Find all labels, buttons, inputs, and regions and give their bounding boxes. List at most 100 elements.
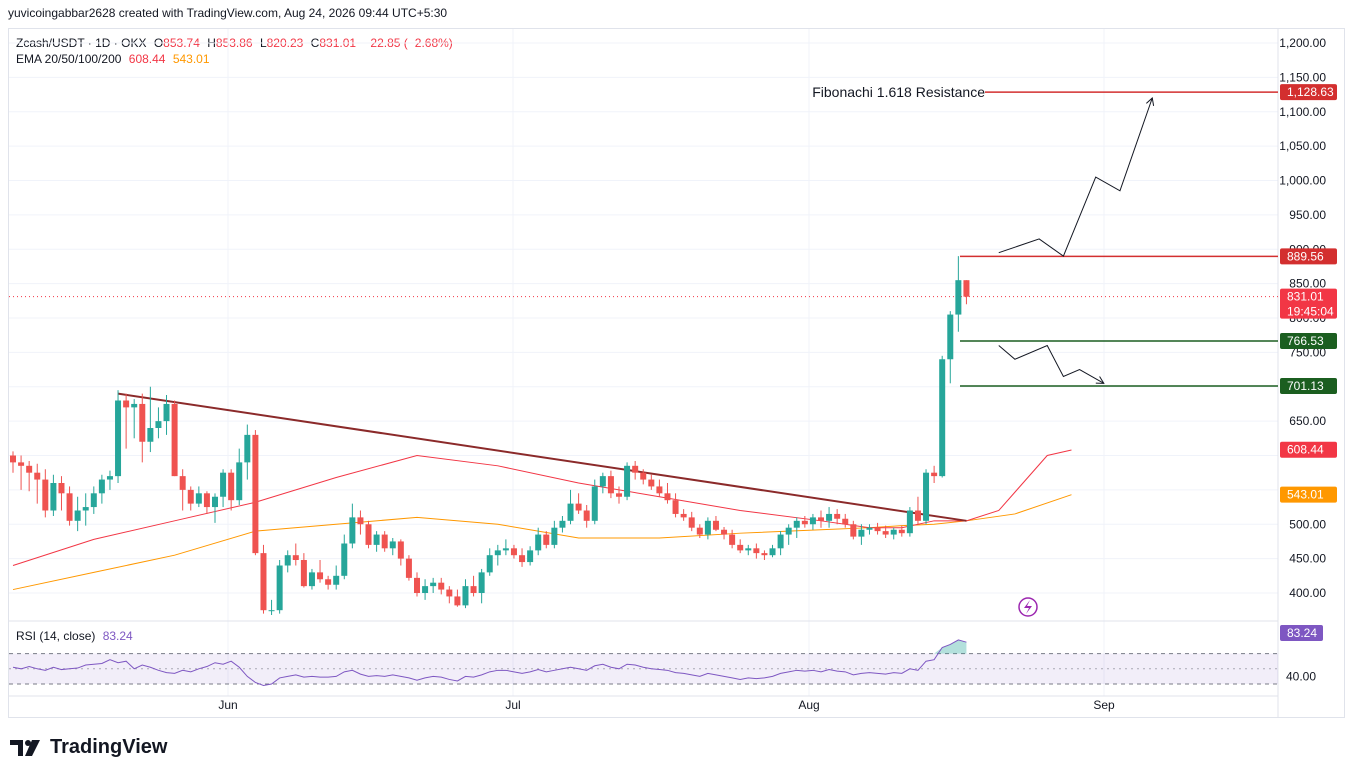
candle-body (333, 575, 340, 585)
y-tick-label: 400.00 (1289, 586, 1326, 600)
candle (236, 448, 243, 505)
candle (745, 544, 752, 556)
candle-body (939, 359, 946, 477)
candle (842, 513, 849, 528)
candle-body (656, 486, 663, 494)
badge-text: 889.56 (1287, 249, 1324, 263)
badge-bg (1280, 333, 1337, 350)
candle (325, 575, 332, 590)
candle-body (244, 434, 251, 463)
candle (478, 568, 485, 604)
candle (171, 400, 178, 477)
candle-body (422, 586, 429, 593)
candle-body (187, 489, 194, 504)
candle-body (955, 280, 962, 315)
candle-body (381, 534, 388, 549)
candle-body (74, 510, 81, 521)
candle-body (171, 403, 178, 477)
candle (688, 511, 695, 532)
candle-body (559, 520, 566, 528)
candle (10, 451, 16, 473)
candle-body (195, 493, 202, 504)
candle (575, 493, 582, 514)
candle (228, 469, 235, 511)
chart-frame (8, 28, 1345, 718)
candle-body (826, 513, 833, 521)
candlestick-series (10, 256, 970, 615)
candle (882, 525, 889, 538)
candle-body (147, 428, 154, 442)
candle-body (931, 472, 938, 477)
candle-body (704, 520, 711, 535)
candle (858, 524, 865, 545)
price-badge-ema50: 543.01 (1280, 486, 1337, 503)
candle-body (276, 565, 283, 611)
candle (147, 386, 154, 453)
bearish-projection-path[interactable] (998, 344, 1105, 384)
candle (510, 544, 517, 559)
descending-trendline[interactable] (117, 392, 967, 522)
candle-body (624, 465, 631, 497)
candle (212, 493, 218, 523)
tradingview-logo[interactable]: TradingView (10, 736, 167, 759)
candle (268, 599, 275, 615)
candle (543, 531, 550, 549)
candle-body (616, 493, 622, 497)
candle (947, 311, 954, 384)
rsi-label[interactable]: RSI (14, close) (16, 629, 96, 643)
candle-body (785, 527, 792, 535)
price-axis[interactable]: 1,200.00 1,150.00 1,100.00 1,050.00 1,000.00… (1279, 36, 1326, 683)
candle-body (729, 534, 736, 545)
candle-body (551, 527, 558, 545)
candle-body (777, 534, 784, 549)
candle (535, 527, 542, 556)
candle-body (712, 520, 719, 530)
ema20-value: 608.44 (128, 52, 166, 66)
candle-body (834, 513, 841, 519)
candle-body (486, 555, 493, 573)
candle (90, 486, 97, 514)
badge-bg (1280, 248, 1337, 265)
badge-bg (1280, 377, 1337, 394)
candle-body (850, 524, 857, 537)
badge-bg (1280, 84, 1337, 101)
fib-resistance-annotation[interactable]: Fibonachi 1.618 Resistance (812, 84, 985, 100)
bullish-projection-path[interactable] (998, 97, 1153, 257)
lightning-icon[interactable] (1018, 597, 1038, 617)
candle-body (696, 527, 703, 535)
candle-body (260, 553, 267, 611)
candle-body (866, 527, 873, 530)
candle (244, 424, 251, 480)
candle (438, 577, 445, 595)
candle (850, 520, 857, 540)
ema-label[interactable]: EMA 20/50/100/200 (16, 52, 122, 66)
candle (220, 469, 227, 508)
candle-body (341, 543, 348, 576)
candle-body (640, 472, 647, 480)
candle-body (858, 529, 865, 537)
candle (785, 524, 792, 545)
candle-body (470, 586, 477, 593)
candle (422, 579, 429, 600)
badge-bg (1280, 288, 1337, 319)
time-axis[interactable]: Jun Jul Aug Sep (218, 698, 1115, 712)
candle (50, 474, 57, 516)
candle (729, 529, 736, 549)
candle (834, 509, 841, 525)
candle (397, 539, 404, 566)
price-badge-countdown: 19:45:04 (1287, 305, 1334, 319)
candle (866, 524, 873, 535)
y-tick-label: 1,050.00 (1279, 139, 1326, 153)
candle (276, 560, 283, 614)
candle-body (648, 479, 655, 487)
candle-body (397, 541, 404, 559)
candle-body (906, 510, 913, 534)
y-tick-label: 1,100.00 (1279, 105, 1326, 119)
candle (777, 531, 784, 556)
candle (131, 399, 138, 439)
x-tick-label: Jul (505, 698, 520, 712)
candle-body (292, 555, 299, 560)
candle (470, 575, 477, 597)
ema-legend: EMA 20/50/100/200 608.44 543.01 (16, 52, 214, 66)
